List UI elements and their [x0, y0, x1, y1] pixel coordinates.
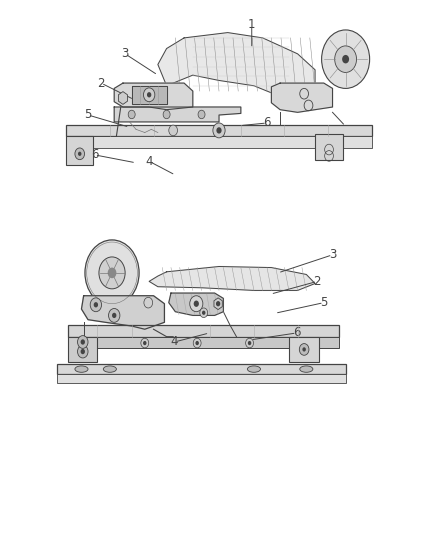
Text: 4: 4	[145, 155, 153, 168]
Circle shape	[216, 301, 220, 306]
Polygon shape	[169, 293, 223, 316]
Bar	[66, 136, 372, 148]
Circle shape	[147, 92, 151, 98]
Polygon shape	[114, 107, 241, 122]
Circle shape	[342, 55, 349, 63]
Circle shape	[143, 341, 147, 345]
Polygon shape	[272, 83, 332, 112]
Bar	[57, 374, 346, 383]
Text: 6: 6	[293, 326, 300, 340]
Circle shape	[144, 88, 155, 102]
Circle shape	[195, 341, 199, 345]
Bar	[66, 125, 372, 136]
Circle shape	[216, 127, 222, 134]
Circle shape	[90, 298, 102, 312]
Text: 2: 2	[314, 275, 321, 288]
Circle shape	[141, 338, 149, 348]
Circle shape	[81, 340, 85, 345]
Bar	[57, 365, 346, 374]
Circle shape	[75, 148, 85, 160]
Circle shape	[78, 152, 81, 156]
Text: 6: 6	[263, 117, 271, 130]
Ellipse shape	[103, 366, 117, 372]
Circle shape	[248, 341, 251, 345]
Ellipse shape	[247, 366, 261, 372]
Circle shape	[321, 30, 370, 88]
Bar	[289, 337, 319, 362]
Circle shape	[109, 309, 120, 322]
Circle shape	[78, 336, 88, 349]
Polygon shape	[149, 266, 315, 290]
Circle shape	[335, 46, 357, 72]
Circle shape	[108, 268, 117, 278]
Polygon shape	[132, 86, 166, 104]
Circle shape	[163, 110, 170, 119]
Text: 5: 5	[320, 296, 328, 309]
Circle shape	[200, 308, 208, 318]
Circle shape	[94, 302, 98, 308]
Circle shape	[78, 345, 88, 358]
Text: 1: 1	[248, 18, 255, 31]
Text: 3: 3	[121, 47, 129, 60]
Polygon shape	[158, 33, 315, 96]
Circle shape	[169, 125, 177, 136]
Circle shape	[246, 338, 254, 348]
Circle shape	[85, 240, 139, 306]
Text: 3: 3	[329, 248, 336, 261]
Bar	[68, 337, 339, 349]
Circle shape	[202, 311, 205, 315]
Circle shape	[213, 123, 225, 138]
Circle shape	[299, 344, 309, 356]
Polygon shape	[114, 83, 193, 110]
Circle shape	[198, 110, 205, 119]
Circle shape	[193, 338, 201, 348]
Circle shape	[99, 257, 125, 289]
Text: 2: 2	[97, 77, 105, 90]
Circle shape	[194, 301, 199, 307]
Bar	[68, 337, 97, 362]
Ellipse shape	[75, 366, 88, 372]
Circle shape	[302, 348, 306, 352]
Circle shape	[112, 313, 117, 318]
Circle shape	[81, 349, 85, 354]
Bar	[315, 134, 343, 160]
Ellipse shape	[300, 366, 313, 372]
Circle shape	[128, 110, 135, 119]
Bar	[66, 136, 93, 165]
Polygon shape	[81, 296, 164, 329]
Text: 5: 5	[85, 109, 92, 122]
Text: 4: 4	[171, 335, 178, 349]
Circle shape	[190, 296, 203, 312]
Bar	[68, 325, 339, 337]
Text: 6: 6	[91, 148, 98, 161]
